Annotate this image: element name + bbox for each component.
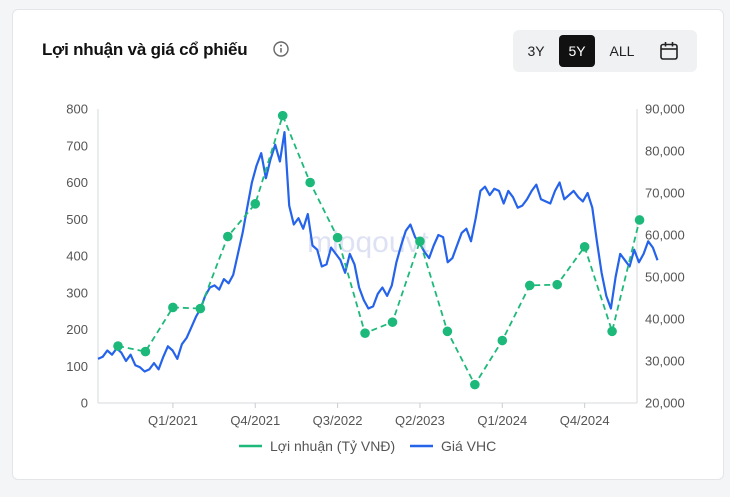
price-line [97, 131, 659, 373]
profit-point[interactable] [113, 341, 123, 351]
y-left-tick-label: 500 [66, 212, 88, 227]
profit-point[interactable] [250, 199, 261, 209]
y-right-tick-label: 50,000 [645, 270, 685, 285]
x-tick-label: Q1/2024 [477, 413, 527, 428]
y-right-tick-label: 90,000 [645, 102, 685, 117]
profit-point[interactable] [223, 231, 233, 242]
range-3y-button[interactable]: 3Y [527, 43, 545, 59]
range-all-button[interactable]: ALL [609, 43, 635, 59]
profit-point[interactable] [415, 236, 425, 247]
profit-point[interactable] [524, 280, 535, 291]
profit-point[interactable] [332, 232, 343, 243]
y-right-tick-label: 70,000 [645, 186, 685, 201]
profit-point[interactable] [387, 317, 398, 327]
y-left-tick-label: 400 [66, 249, 88, 264]
y-left-tick-label: 300 [66, 285, 88, 300]
y-right-tick-label: 20,000 [645, 396, 685, 411]
legend-label-profit: Lợi nhuận (Tỷ VNĐ) [270, 438, 395, 454]
profit-point[interactable] [168, 302, 178, 313]
profit-point[interactable] [634, 215, 645, 225]
chart-title: Lợi nhuận và giá cổ phiếu [42, 40, 248, 59]
y-left-tick-label: 100 [66, 359, 88, 374]
x-tick-label: Q4/2024 [560, 413, 610, 428]
profit-point[interactable] [277, 110, 288, 121]
profit-series [113, 110, 645, 390]
y-left-tick-label: 800 [66, 102, 88, 117]
watermark: mioqouvt [307, 226, 429, 259]
range-selector: 3Y 5Y ALL [513, 30, 697, 72]
profit-point[interactable] [607, 326, 617, 337]
legend-label-price: Giá VHC [441, 438, 496, 454]
profit-line [117, 112, 641, 387]
profit-point[interactable] [470, 379, 480, 390]
y-right-tick-label: 30,000 [645, 354, 685, 369]
profit-point[interactable] [552, 279, 562, 290]
legend: Lợi nhuận (Tỷ VNĐ) Giá VHC [239, 438, 496, 454]
profit-point[interactable] [305, 177, 315, 188]
price-series [97, 131, 659, 373]
y-right-tick-label: 40,000 [645, 312, 685, 327]
y-left-tick-label: 600 [66, 175, 88, 190]
profit-point[interactable] [497, 335, 508, 346]
x-tick-label: Q2/2023 [395, 413, 445, 428]
y-right-tick-label: 60,000 [645, 228, 685, 243]
y-right-tick-label: 80,000 [645, 144, 685, 159]
profit-point[interactable] [579, 242, 590, 252]
x-tick-label: Q1/2021 [148, 413, 198, 428]
y-left-tick-label: 700 [66, 138, 88, 153]
x-tick-label: Q3/2022 [313, 413, 363, 428]
profit-point[interactable] [360, 328, 370, 338]
profit-point[interactable] [442, 326, 453, 337]
profit-point[interactable] [140, 346, 151, 357]
x-tick-label: Q4/2021 [230, 413, 280, 428]
chart-card: Lợi nhuận và giá cổ phiếu 3Y 5Y ALL [12, 9, 724, 480]
info-icon[interactable] [273, 41, 289, 57]
y-left-tick-label: 0 [81, 396, 88, 411]
axes: 0 100 200 300 400 500 600 700 800 20,000 30,000 40,… [66, 102, 684, 429]
calendar-icon[interactable] [657, 39, 681, 63]
y-left-tick-label: 200 [66, 322, 88, 337]
profit-point[interactable] [195, 303, 206, 314]
range-5y-button[interactable]: 5Y [559, 35, 595, 67]
